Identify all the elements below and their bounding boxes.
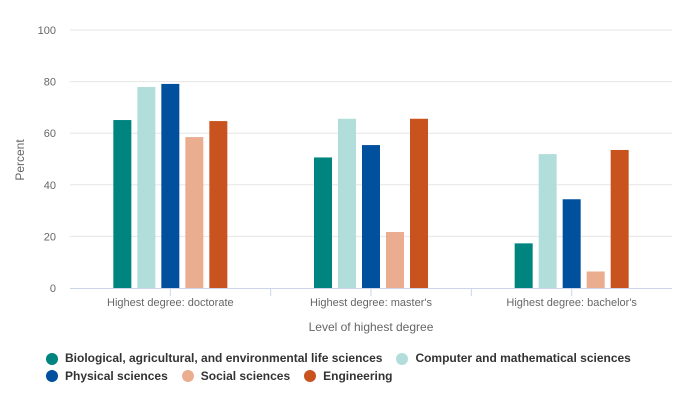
bar[interactable] [314,157,332,288]
legend-marker-icon [304,370,317,382]
legend-item[interactable]: Engineering [304,369,392,384]
legend-marker-icon [181,370,194,382]
y-tick-label: 100 [38,25,56,37]
bar[interactable] [161,83,180,288]
bar[interactable] [338,118,356,288]
x-tick-label: Highest degree: doctorate [107,297,234,309]
y-tick-label: 80 [44,77,56,89]
legend-item[interactable]: Social sciences [181,368,291,384]
bar[interactable] [610,149,629,288]
x-tick-label: Highest degree: master's [310,297,432,309]
bar[interactable] [562,199,581,288]
legend-label: Engineering [323,368,393,383]
bar[interactable] [410,118,428,288]
x-axis: Highest degree: doctorate Highest degree:… [70,288,672,309]
legend-label: Computer and mathematical sciences [415,351,631,365]
bar[interactable] [185,137,204,288]
y-tick-label: 40 [44,180,56,192]
x-axis-title: Level of highest degree [309,320,434,334]
bar[interactable] [514,243,533,288]
bar[interactable] [386,232,404,288]
bar[interactable] [586,271,605,288]
legend-item[interactable]: Physical sciences [46,369,168,384]
legend-marker-icon [396,352,409,365]
legend-label: Biological, agricultural, and environmen… [65,351,383,365]
y-axis-ticks: 0 20 40 60 80 100 [38,25,56,295]
legend-label: Social sciences [200,368,291,383]
bar[interactable] [137,87,156,288]
bar[interactable] [362,145,380,288]
y-axis-title: Percent [13,139,27,181]
legend-marker-icon [46,370,58,382]
bar[interactable] [113,120,132,289]
y-tick-label: 20 [44,231,56,243]
bars [113,83,629,289]
bar[interactable] [538,154,557,288]
legend-item[interactable]: Biological, agricultural, and environmen… [46,351,382,366]
y-tick-label: 60 [44,128,56,140]
legend-marker-icon [46,352,58,365]
legend-label: Physical sciences [65,368,168,383]
y-tick-label: 0 [50,283,56,295]
bar[interactable] [209,121,228,288]
x-tick-label: Highest degree: bachelor's [506,297,637,309]
legend-item[interactable]: Computer and mathematical sciences [396,351,631,366]
legend: Biological, agricultural, and environmen… [46,351,666,386]
